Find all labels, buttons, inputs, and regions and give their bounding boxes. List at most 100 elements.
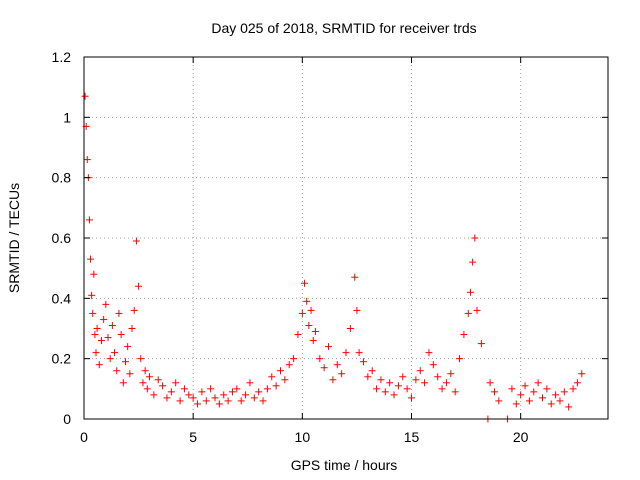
data-point: [543, 385, 551, 393]
x-axis-label: GPS time / hours: [291, 457, 398, 473]
data-point: [333, 361, 341, 369]
data-point: [137, 355, 145, 363]
data-point: [359, 358, 367, 366]
data-point: [307, 306, 315, 314]
data-point: [377, 376, 385, 384]
grid: [84, 57, 608, 419]
axis-ticks: [83, 56, 608, 420]
data-point: [215, 400, 223, 408]
data-point: [490, 388, 498, 396]
data-point: [272, 382, 280, 390]
data-point: [456, 355, 464, 363]
data-point: [338, 370, 346, 378]
x-tick-label: 5: [189, 429, 197, 445]
y-tick-label: 0.4: [52, 290, 72, 306]
data-point: [88, 291, 96, 299]
data-point: [224, 397, 232, 405]
data-point: [92, 349, 100, 357]
data-point: [447, 370, 455, 378]
data-point: [425, 349, 433, 357]
data-point: [163, 394, 171, 402]
data-point: [473, 306, 481, 314]
data-point: [87, 255, 95, 263]
data-point: [250, 394, 258, 402]
data-point: [106, 355, 114, 363]
data-point: [442, 379, 450, 387]
data-point: [255, 388, 263, 396]
x-tick-label: 10: [295, 429, 311, 445]
data-point: [539, 394, 546, 402]
data-point: [277, 367, 284, 375]
y-tick-label: 0.2: [52, 351, 72, 367]
data-point: [89, 309, 97, 317]
data-point: [351, 273, 359, 281]
data-point: [552, 391, 560, 399]
data-point: [119, 379, 127, 387]
chart-title: Day 025 of 2018, SRMTID for receiver trd…: [211, 20, 476, 36]
data-point: [294, 331, 302, 339]
data-point: [128, 325, 136, 332]
data-point: [135, 282, 143, 290]
data-point: [150, 391, 158, 399]
data-point: [547, 400, 555, 408]
data-point: [316, 355, 324, 363]
data-point: [311, 328, 319, 336]
data-point: [464, 309, 472, 317]
data-point: [325, 343, 333, 351]
data-point: [438, 385, 446, 393]
data-point: [469, 258, 477, 266]
data-point: [346, 325, 354, 332]
data-point: [121, 358, 129, 366]
x-tick-label: 0: [80, 429, 88, 445]
data-point: [390, 391, 398, 399]
data-point: [353, 306, 361, 314]
data-point: [102, 300, 110, 308]
data-point: [305, 321, 313, 329]
data-point: [565, 403, 573, 411]
data-point: [97, 337, 105, 345]
x-tick-label: 20: [513, 429, 529, 445]
data-point: [167, 388, 175, 396]
data-point: [429, 361, 437, 369]
data-point: [104, 334, 112, 342]
data-point: [242, 391, 250, 399]
data-point: [233, 385, 241, 393]
data-point: [329, 376, 337, 384]
data-point: [198, 388, 206, 396]
data-point: [207, 385, 215, 393]
data-point: [403, 385, 411, 393]
data-point: [159, 382, 167, 390]
data-point: [139, 379, 147, 387]
data-point: [90, 270, 98, 278]
data-point: [521, 382, 529, 390]
y-tick-label: 0.6: [52, 230, 72, 246]
data-point: [100, 315, 108, 323]
data-point: [416, 367, 424, 375]
data-point: [421, 379, 429, 387]
data-point: [525, 397, 533, 405]
data-point: [530, 388, 538, 396]
data-point: [180, 385, 188, 393]
data-point: [434, 373, 442, 381]
data-point: [342, 349, 350, 357]
plot-frame: [83, 56, 609, 420]
data-point: [298, 309, 306, 317]
data-point: [471, 234, 479, 242]
data-point: [285, 361, 293, 369]
data-point: [381, 388, 389, 396]
data-point: [228, 388, 236, 396]
x-tick-label: 15: [404, 429, 420, 445]
data-point: [556, 397, 564, 405]
data-point: [578, 370, 586, 378]
data-point: [399, 373, 407, 381]
data-point: [320, 364, 328, 372]
data-point: [534, 379, 542, 387]
x-tick-labels: 0 5 10 15 20: [80, 429, 529, 445]
data-point: [141, 367, 149, 375]
data-point: [268, 373, 276, 381]
data-point: [246, 379, 254, 387]
data-point: [154, 376, 162, 384]
data-point: [85, 216, 93, 224]
data-point: [91, 331, 99, 339]
